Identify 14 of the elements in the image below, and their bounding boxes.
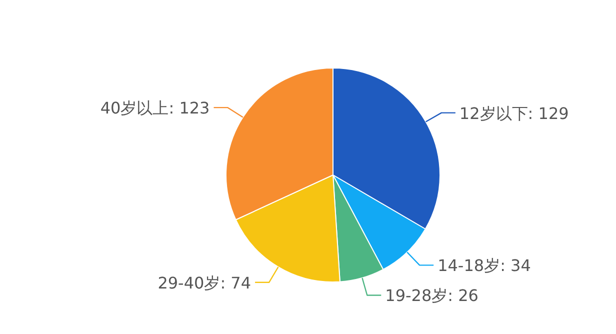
slice-label: 40岁以上 [100,98,169,118]
slice-label: 29-40岁 [158,273,220,292]
data-label: : 34 [500,256,531,276]
data-label: : 129 [528,104,569,123]
pie-slice [332,174,426,270]
data-label: : 123 [168,98,210,118]
pie-slice [226,68,334,220]
slice-label: 14-18岁 [438,256,500,276]
pie-slice [332,174,384,282]
data-label: : 74 [220,273,252,292]
slice-label: 19-28岁 [385,286,448,306]
data-label: : 26 [448,286,478,306]
slice-label: 12岁以下 [459,104,528,123]
pie-slice [332,68,440,230]
